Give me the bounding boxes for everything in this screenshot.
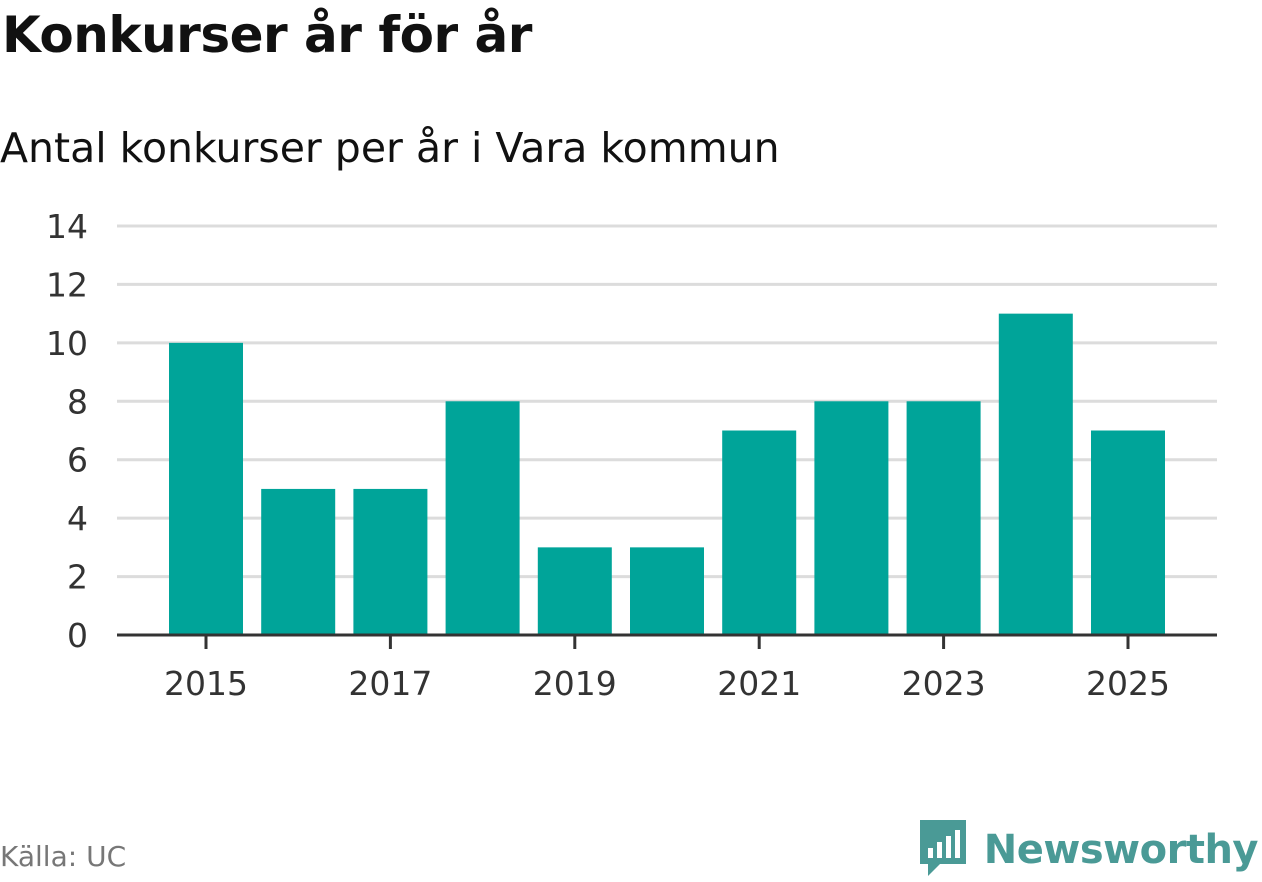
bar-2015[interactable]	[169, 342, 243, 635]
y-tick-label: 14	[46, 207, 88, 246]
y-tick-label: 10	[46, 324, 88, 363]
y-tick-label: 6	[67, 441, 88, 480]
newsworthy-wordmark: Newsworthy	[983, 827, 1259, 873]
bar-2023[interactable]	[906, 401, 981, 635]
bar-2018[interactable]	[445, 401, 520, 635]
y-tick-label: 8	[67, 382, 88, 421]
x-tick-label: 2015	[164, 664, 248, 703]
y-tick-label: 0	[67, 616, 88, 655]
newsworthy-logo-icon	[918, 818, 968, 882]
newsworthy-brand[interactable]: Newsworthy	[918, 818, 1259, 882]
y-tick-label: 2	[67, 558, 88, 597]
bar-2022[interactable]	[814, 401, 889, 635]
y-axis-tick-labels: 0 2 4 6 8 10 12 14	[46, 207, 88, 655]
x-tick-label: 2021	[717, 664, 801, 703]
x-axis-tick-labels: 2015 2017 2019 2021 2023 2025	[164, 664, 1170, 703]
y-tick-label: 4	[67, 499, 88, 538]
chart-title: Konkurser år för år	[2, 6, 532, 64]
bar-2024[interactable]	[998, 313, 1073, 635]
chart-subtitle: Antal konkurser per år i Vara kommun	[0, 124, 780, 172]
x-tick-label: 2019	[533, 664, 617, 703]
x-tick-label: 2025	[1086, 664, 1170, 703]
x-tick-label: 2017	[348, 664, 432, 703]
bar-2019[interactable]	[537, 547, 612, 635]
bar-2017[interactable]	[353, 488, 428, 635]
x-tick-label: 2023	[902, 664, 986, 703]
bar-2025[interactable]	[1091, 430, 1165, 636]
bar-2020[interactable]	[630, 547, 704, 635]
bar-2016[interactable]	[261, 488, 336, 635]
x-axis	[117, 633, 1217, 649]
source-note: Källa: UC	[0, 840, 127, 873]
bars	[169, 313, 1165, 636]
y-tick-label: 12	[46, 265, 88, 304]
bar-2021[interactable]	[722, 430, 797, 636]
